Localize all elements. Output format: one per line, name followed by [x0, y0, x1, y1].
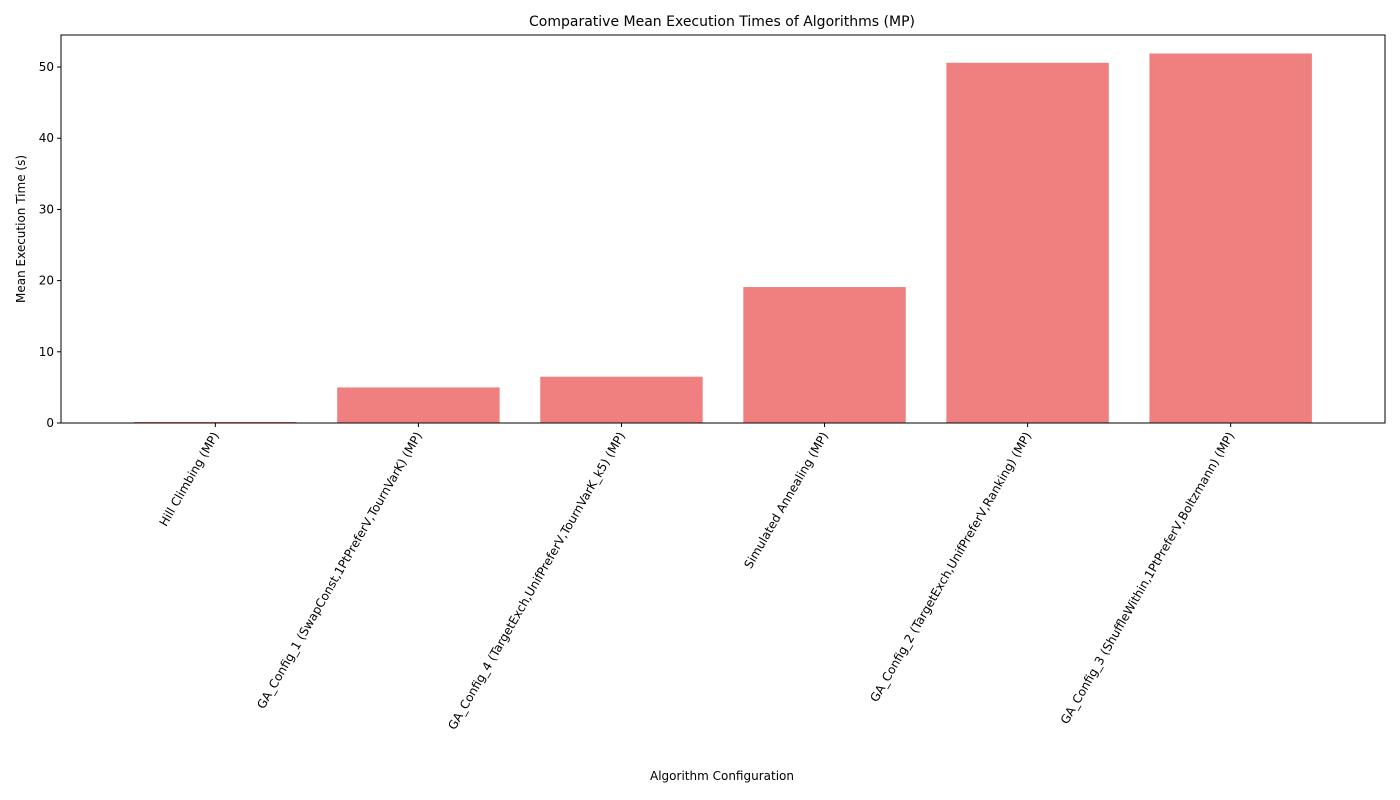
bar-3: [540, 376, 703, 423]
chart-title: Comparative Mean Execution Times of Algo…: [529, 14, 915, 30]
bar-1: [134, 421, 297, 423]
bar-4: [743, 287, 906, 423]
y-tick-label: 40: [39, 131, 54, 145]
x-tick-label: GA_Config_2 (TargetExch,UnifPreferV,Rank…: [867, 430, 1034, 705]
bar-6: [1149, 53, 1312, 423]
bars-group: [134, 53, 1312, 423]
y-axis-label: Mean Execution Time (s): [14, 155, 28, 303]
y-tick-label: 50: [39, 60, 54, 74]
y-tick-label: 10: [39, 345, 54, 359]
x-tick-label: Hill Climbing (MP): [157, 430, 222, 529]
plot-frame: [60, 34, 1386, 424]
y-tick-label: 20: [39, 274, 54, 288]
x-axis-label: Algorithm Configuration: [650, 769, 794, 783]
x-tick-label: Simulated Annealing (MP): [741, 430, 831, 571]
bar-5: [946, 62, 1109, 423]
bar-2: [337, 387, 500, 423]
x-tick-label: GA_Config_1 (SwapConst,1PtPreferV,TournV…: [254, 430, 425, 712]
y-tick-label: 0: [46, 416, 54, 430]
y-axis: 0 10 20 30 40 50: [39, 60, 61, 430]
y-tick-label: 30: [39, 202, 54, 216]
x-axis: Hill Climbing (MP) GA_Config_1 (SwapConst…: [157, 423, 1238, 733]
x-tick-label: GA_Config_3 (ShuffleWithin,1PtPreferV,Bo…: [1058, 430, 1238, 727]
x-tick-label: GA_Config_4 (TargetExch,UnifPreferV,Tour…: [445, 430, 628, 733]
